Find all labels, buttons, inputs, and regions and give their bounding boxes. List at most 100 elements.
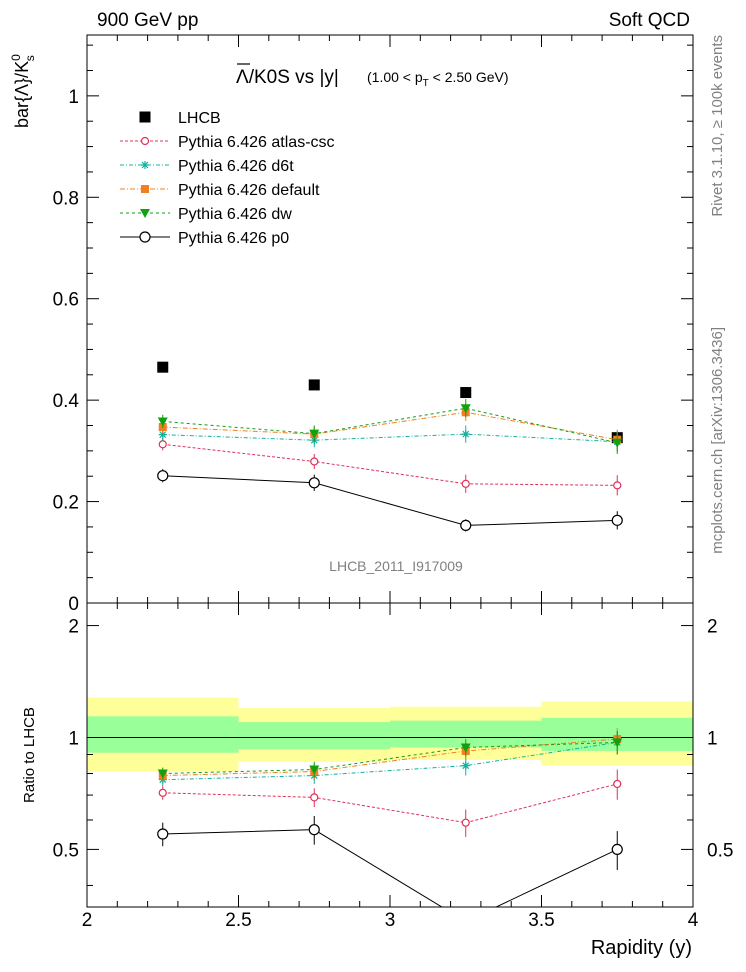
header-right-label: Soft QCD <box>609 10 690 31</box>
ratio-line-p0 <box>162 829 618 907</box>
main-point-p0 <box>460 519 472 532</box>
main-series-lhcb <box>157 361 623 444</box>
ratio-ytick-label: 2 <box>68 617 79 638</box>
ratio-line-d6t <box>162 741 618 781</box>
ratio-ytick-label: 0.5 <box>53 840 79 861</box>
ratio-xtick-label: 2 <box>82 910 93 931</box>
main-point-dw <box>309 429 320 439</box>
main-point-dw <box>460 404 471 414</box>
ratio-band-inner <box>87 716 239 753</box>
ratio-point-d6t <box>461 761 470 770</box>
ratio-point-atlas_csc <box>461 818 470 827</box>
main-line-dw <box>162 407 618 444</box>
title-lambda-bar: Λ <box>236 67 249 88</box>
cut-sub: T <box>423 78 429 89</box>
main-series-dw <box>157 399 623 454</box>
main-ytick-label: 0.2 <box>53 493 79 514</box>
main-point-lhcb <box>460 387 472 399</box>
ratio-point-dw <box>309 765 320 775</box>
ratio-series-atlas_csc <box>158 769 622 837</box>
legend: LHCB Pythia 6.426 atlas-csc Pythia 6.426 d… <box>120 110 335 247</box>
ratio-ytick-label-right: 1 <box>707 728 718 749</box>
main-point-atlas_csc <box>310 457 319 466</box>
legend-item-default: Pythia 6.426 default <box>120 182 320 199</box>
legend-marker <box>139 111 151 123</box>
ratio-ytick-label: 1 <box>68 728 79 749</box>
main-line-p0 <box>162 475 618 526</box>
legend-item-d6t: Pythia 6.426 d6t <box>120 158 294 175</box>
ratio-ytick-label-right: 0.5 <box>707 840 733 861</box>
main-series-atlas_csc <box>158 438 622 496</box>
ratio-point-p0 <box>461 916 471 926</box>
rivet-label: Rivet 3.1.10, ≥ 100k events <box>709 35 726 217</box>
ratio-point-atlas_csc <box>613 779 622 789</box>
main-ytick-label: 0.8 <box>53 188 79 209</box>
legend-label: Pythia 6.426 p0 <box>178 230 289 247</box>
main-point-d6t <box>461 430 470 439</box>
ratio-series-dw <box>157 731 623 780</box>
main-point-p0 <box>157 470 169 482</box>
ratio-point-dw <box>612 738 623 748</box>
main-series-p0 <box>157 469 623 532</box>
main-series-default <box>158 403 622 450</box>
main-point-p0 <box>611 514 623 526</box>
header-left-label: 900 GeV pp <box>97 10 198 31</box>
main-ytick-label: 0.6 <box>53 290 79 311</box>
plot-title: Λ/K0S vs |y| <box>236 67 339 88</box>
ratio-line-atlas_csc <box>162 783 618 824</box>
main-ytick-label: 0.4 <box>53 391 80 412</box>
main-point-dw <box>157 417 168 427</box>
ratio-xtick-label: 3 <box>385 910 396 931</box>
ratio-point-dw <box>460 743 471 753</box>
ratio-xlabel: Rapidity (y) <box>591 937 692 959</box>
ratio-point-atlas_csc <box>310 793 319 802</box>
main-line-default <box>162 411 618 441</box>
legend-marker <box>139 231 151 243</box>
main-ytick-label: 1 <box>68 87 79 108</box>
title-main: /K0S vs |y| <box>249 67 339 88</box>
main-point-p0 <box>308 477 320 489</box>
ratio-point-p0 <box>308 824 320 836</box>
ratio-series-p0 <box>157 815 623 926</box>
legend-label: LHCB <box>178 110 221 127</box>
ratio-ylabel: Ratio to LHCB <box>21 707 38 803</box>
legend-label: Pythia 6.426 default <box>178 182 320 199</box>
legend-marker <box>141 185 149 193</box>
main-ylabel-sup: 0 <box>9 54 23 61</box>
ratio-xtick-label: 2.5 <box>225 910 251 931</box>
legend-label: Pythia 6.426 dw <box>178 206 292 223</box>
cut-pre: (1.00 < p <box>367 69 423 85</box>
legend-item-lhcb: LHCB <box>139 110 221 127</box>
main-line-atlas_csc <box>162 443 618 486</box>
main-point-d6t <box>158 430 167 439</box>
analysis-label: LHCB_2011_I917009 <box>329 558 463 574</box>
cut-post: < 2.50 GeV) <box>429 69 509 85</box>
main-ylabel-text: bar{Λ}/K <box>12 61 32 128</box>
main-ylabel-sub: s <box>23 55 37 61</box>
main-point-dw <box>612 438 623 448</box>
plot-cut-label: (1.00 < pT < 2.50 GeV) <box>367 69 509 89</box>
ratio-band-inner <box>238 722 390 750</box>
ratio-point-p0 <box>611 843 623 856</box>
main-point-lhcb <box>308 379 320 391</box>
legend-marker <box>141 161 149 169</box>
main-point-atlas_csc <box>613 481 622 490</box>
main-line-d6t <box>162 433 618 443</box>
ratio-point-atlas_csc <box>158 788 167 797</box>
ratio-xtick-label: 3.5 <box>528 910 554 931</box>
ratio-ytick-label-right: 2 <box>707 617 718 638</box>
legend-marker <box>140 136 150 146</box>
main-series-d6t <box>158 425 622 452</box>
main-point-atlas_csc <box>461 479 470 488</box>
legend-item-p0: Pythia 6.426 p0 <box>120 230 289 247</box>
legend-item-dw: Pythia 6.426 dw <box>120 206 292 223</box>
main-point-atlas_csc <box>158 440 167 449</box>
ratio-point-p0 <box>157 828 169 840</box>
ratio-point-dw <box>157 769 168 779</box>
legend-label: Pythia 6.426 atlas-csc <box>178 134 335 151</box>
main-ytick-label: 0 <box>68 594 79 615</box>
main-ylabel: bar{Λ}/K0s <box>9 54 37 128</box>
main-point-lhcb <box>157 361 169 373</box>
legend-marker <box>140 209 150 218</box>
